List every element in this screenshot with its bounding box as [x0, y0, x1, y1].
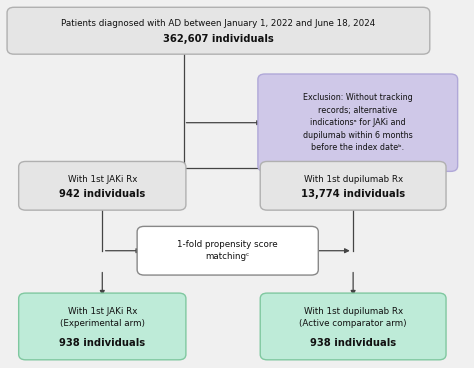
Text: 1-fold propensity score
matchingᶜ: 1-fold propensity score matchingᶜ: [177, 240, 278, 261]
Text: 938 individuals: 938 individuals: [310, 338, 396, 348]
Text: With 1st dupilumab Rx: With 1st dupilumab Rx: [303, 175, 403, 184]
Text: 938 individuals: 938 individuals: [59, 338, 146, 348]
Text: With 1st JAKi Rx: With 1st JAKi Rx: [68, 175, 137, 184]
Text: Patients diagnosed with AD between January 1, 2022 and June 18, 2024: Patients diagnosed with AD between Janua…: [61, 19, 375, 28]
FancyBboxPatch shape: [18, 162, 186, 210]
Text: 942 individuals: 942 individuals: [59, 189, 146, 199]
Text: 362,607 individuals: 362,607 individuals: [163, 33, 274, 44]
FancyBboxPatch shape: [258, 74, 458, 171]
FancyBboxPatch shape: [137, 226, 319, 275]
Text: With 1st JAKi Rx
(Experimental arm): With 1st JAKi Rx (Experimental arm): [60, 307, 145, 328]
FancyBboxPatch shape: [7, 7, 430, 54]
Text: 13,774 individuals: 13,774 individuals: [301, 189, 405, 199]
FancyBboxPatch shape: [260, 293, 446, 360]
Text: With 1st dupilumab Rx
(Active comparator arm): With 1st dupilumab Rx (Active comparator…: [299, 307, 407, 328]
Text: Exclusion: Without tracking
records; alternative
indicationsᵃ for JAKi and
dupil: Exclusion: Without tracking records; alt…: [303, 93, 413, 152]
FancyBboxPatch shape: [18, 293, 186, 360]
FancyBboxPatch shape: [260, 162, 446, 210]
